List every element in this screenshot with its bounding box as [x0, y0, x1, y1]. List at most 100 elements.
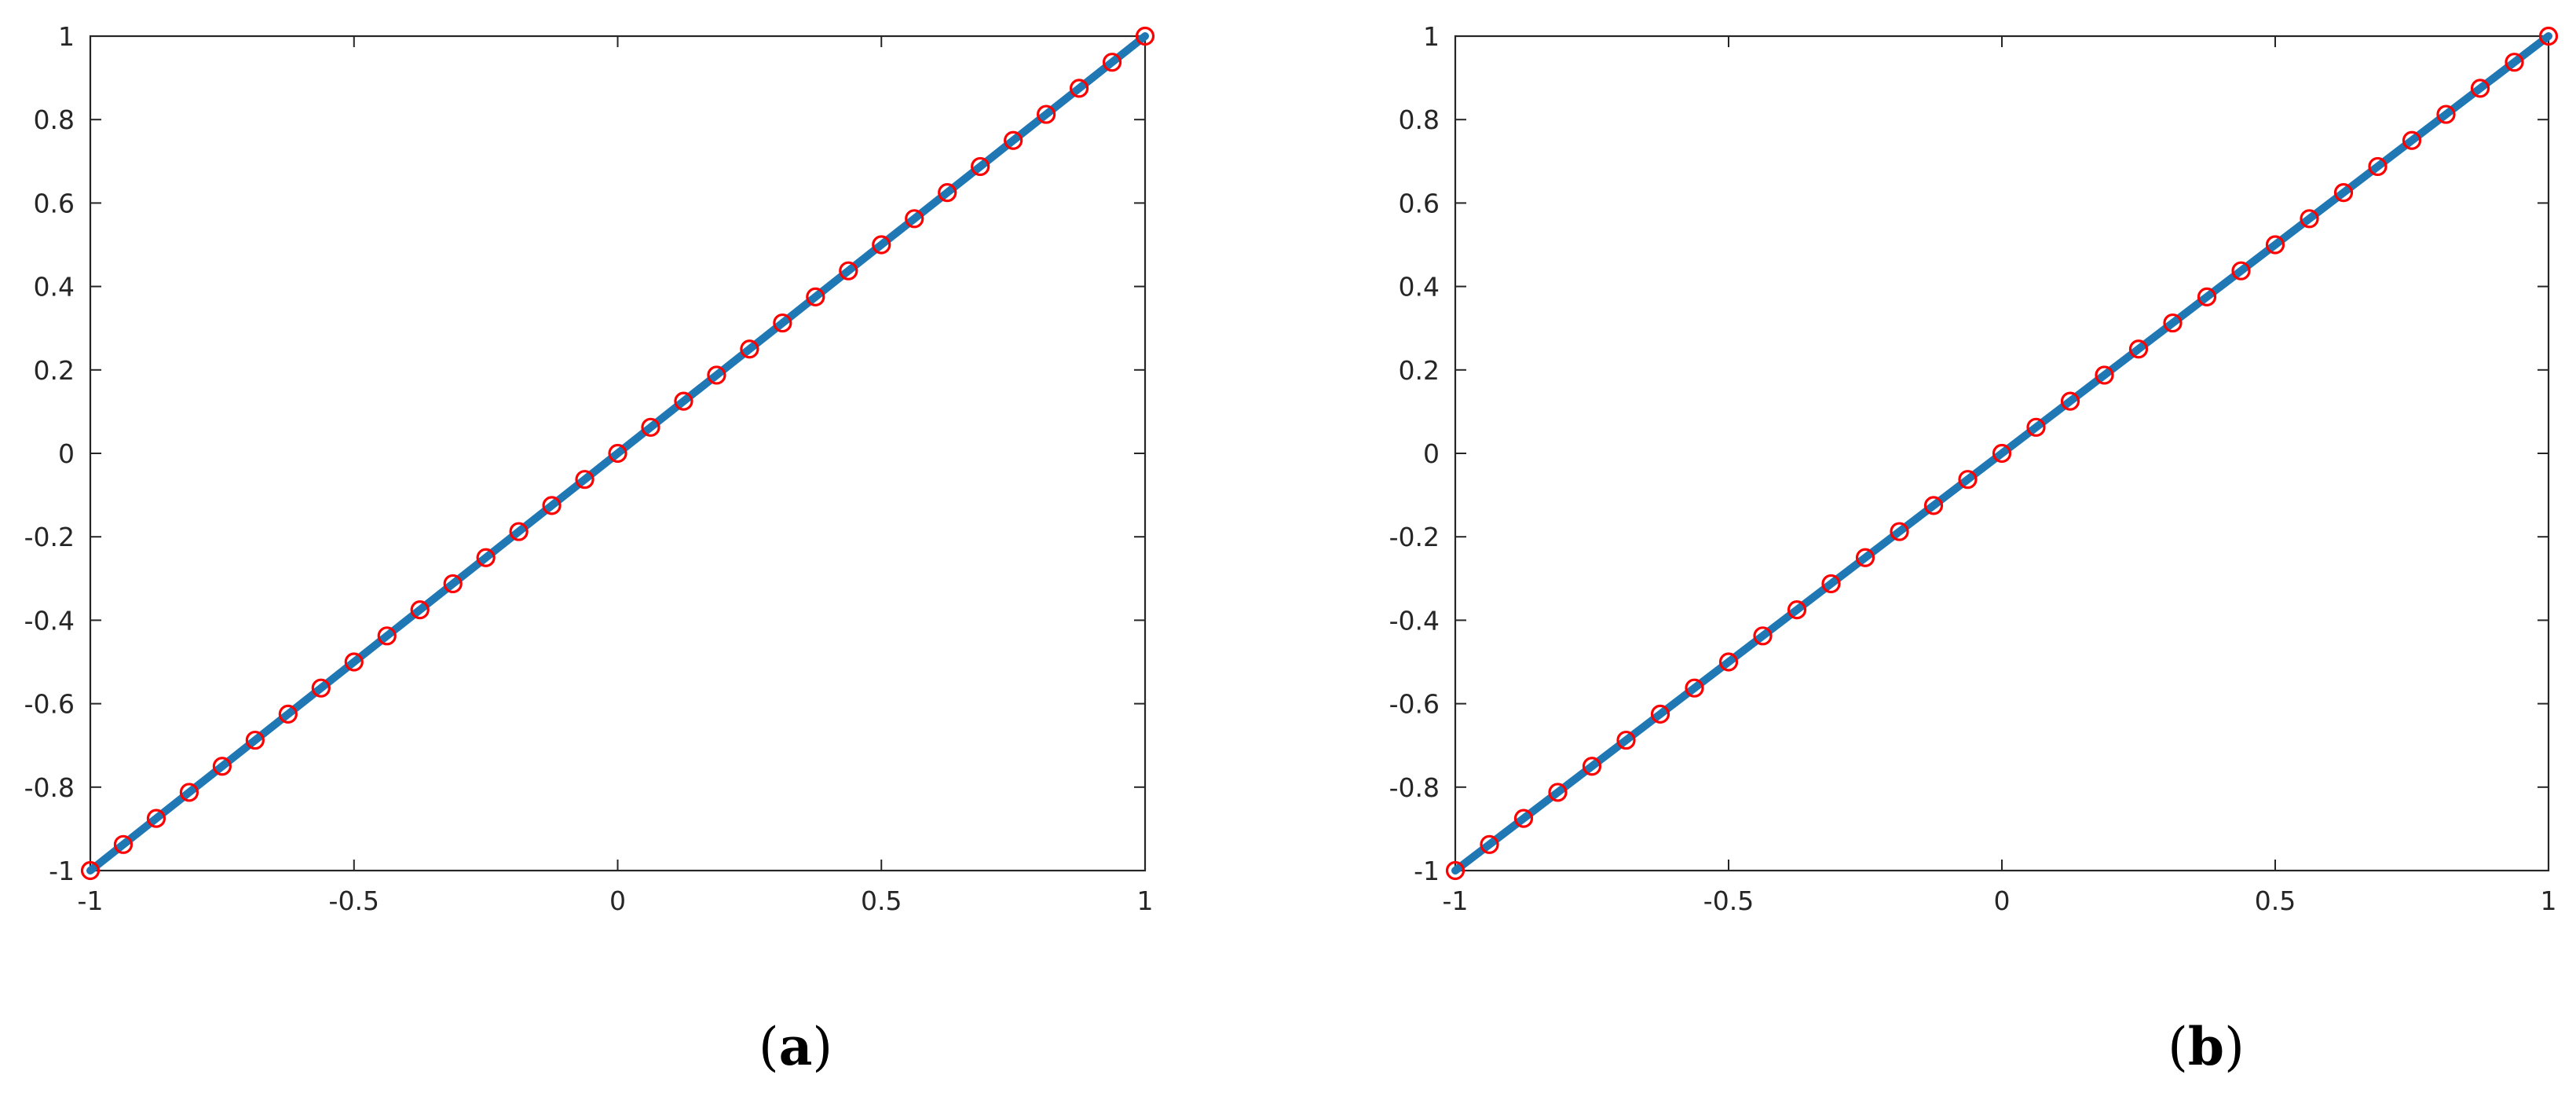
- data-point-marker: [1582, 757, 1602, 776]
- data-point-marker: [1958, 470, 1978, 490]
- data-point-marker: [1069, 79, 1089, 98]
- y-tick-label: 0: [1423, 438, 1440, 469]
- y-tick-label: 0.4: [1399, 272, 1440, 302]
- y-tick-label: 1: [1423, 21, 1440, 52]
- data-point-marker: [1923, 496, 1944, 515]
- data-point-marker: [1036, 104, 1056, 124]
- data-point-marker: [2163, 313, 2183, 333]
- data-point-marker: [2436, 104, 2456, 124]
- x-tick-label: -1: [78, 886, 104, 916]
- data-point-marker: [740, 339, 759, 359]
- x-tick-label: -0.5: [329, 886, 379, 916]
- data-point-marker: [410, 600, 430, 620]
- data-point-marker: [377, 626, 397, 646]
- data-point-marker: [839, 261, 858, 280]
- y-tick-label: -0.4: [1389, 605, 1440, 636]
- chart-panel-a: -1 -0.5 0 0.5 1 -1 -0.8 -0.6 -0.4 -0.2 0 0.2 0.4 0.6 0…: [24, 21, 1155, 1077]
- data-point-marker: [938, 183, 957, 203]
- data-point-marker: [575, 470, 595, 490]
- x-tick-label: 0.5: [861, 886, 902, 916]
- data-point-marker: [2128, 339, 2149, 359]
- data-point-marker: [179, 783, 199, 802]
- data-point-marker: [1787, 600, 1807, 620]
- y-tick-label: 0.4: [34, 272, 75, 302]
- data-point-marker: [1004, 130, 1023, 150]
- data-point-marker: [278, 704, 298, 724]
- data-point-marker: [1480, 834, 1499, 854]
- x-tick-label: -1: [1443, 886, 1469, 916]
- x-tick-label: 0.5: [2255, 886, 2296, 916]
- series-line: [1451, 32, 2552, 874]
- panel-label: (b): [2168, 1016, 2245, 1077]
- data-point-marker: [2265, 235, 2285, 255]
- data-point-marker: [2231, 261, 2251, 280]
- data-point-marker: [1821, 574, 1841, 594]
- x-tick-label: 0: [609, 886, 626, 916]
- y-tick-label: 0.6: [34, 188, 75, 218]
- data-point-marker: [2300, 209, 2319, 229]
- chart-panel-b: -1 -0.5 0 0.5 1 -1 -0.8 -0.6 -0.4 -0.2 0 0.2 0.4 0.6 0…: [1389, 21, 2559, 1077]
- data-point-marker: [542, 496, 562, 515]
- data-point-marker: [113, 834, 134, 854]
- panel-letter: a: [779, 1016, 813, 1077]
- y-tick-label: 0.2: [1399, 355, 1440, 386]
- y-tick-label: -0.6: [1389, 689, 1440, 720]
- y-tick-label: -1: [49, 856, 75, 886]
- y-tick-label: -0.2: [1389, 522, 1440, 552]
- y-tick-label: 0.8: [1399, 104, 1440, 135]
- data-point-marker: [1890, 522, 1909, 541]
- data-point-marker: [2470, 79, 2490, 98]
- data-point-marker: [1513, 808, 1534, 828]
- panel-letter: b: [2188, 1016, 2224, 1077]
- y-tick-label: -0.8: [24, 772, 75, 803]
- data-point-marker: [2505, 53, 2524, 72]
- y-tick-label: 1: [58, 21, 75, 52]
- x-tick-label: 1: [1137, 886, 1154, 916]
- data-point-marker: [2095, 365, 2114, 385]
- data-point-marker: [2060, 391, 2080, 411]
- data-point-marker: [212, 757, 232, 776]
- y-tick-label: -0.8: [1389, 772, 1440, 803]
- data-point-marker: [674, 391, 693, 411]
- data-point-marker: [509, 522, 529, 541]
- data-point-marker: [2026, 417, 2046, 437]
- data-point-marker: [1992, 443, 2012, 464]
- data-point-marker: [608, 443, 628, 464]
- data-point-marker: [806, 287, 825, 306]
- data-point-marker: [773, 313, 792, 333]
- data-point-marker: [1650, 704, 1670, 724]
- data-point-marker: [1102, 53, 1122, 72]
- data-point-marker: [1135, 26, 1155, 46]
- y-tick-label: 0.2: [34, 355, 75, 386]
- data-point-marker: [2402, 130, 2422, 150]
- data-point-marker: [2197, 287, 2217, 306]
- data-point-marker: [1753, 626, 1773, 646]
- data-point-marker: [905, 209, 924, 229]
- data-point-marker: [641, 417, 660, 437]
- y-tick-label: 0: [58, 438, 75, 469]
- y-tick-label: -0.2: [24, 522, 75, 552]
- data-point-marker: [872, 235, 891, 255]
- data-point-marker: [971, 156, 990, 177]
- y-tick-label: -0.6: [24, 689, 75, 720]
- series-line: [86, 32, 1149, 874]
- data-point-marker: [146, 808, 166, 828]
- data-point-marker: [707, 365, 726, 385]
- y-tick-label: -1: [1414, 856, 1440, 886]
- data-point-marker: [311, 678, 331, 698]
- data-point-marker: [2538, 26, 2559, 46]
- x-tick-label: 1: [2541, 886, 2557, 916]
- data-point-marker: [1445, 860, 1465, 881]
- data-point-marker: [476, 548, 496, 567]
- data-point-marker: [245, 730, 265, 750]
- data-point-marker: [1855, 548, 1875, 567]
- data-point-marker: [80, 860, 101, 881]
- data-point-marker: [2333, 183, 2354, 203]
- data-point-marker: [2368, 156, 2388, 177]
- x-tick-label: 0: [1994, 886, 2011, 916]
- data-point-marker: [1616, 730, 1636, 750]
- y-tick-label: 0.6: [1399, 188, 1440, 218]
- x-tick-label: -0.5: [1703, 886, 1754, 916]
- y-tick-label: -0.4: [24, 605, 75, 636]
